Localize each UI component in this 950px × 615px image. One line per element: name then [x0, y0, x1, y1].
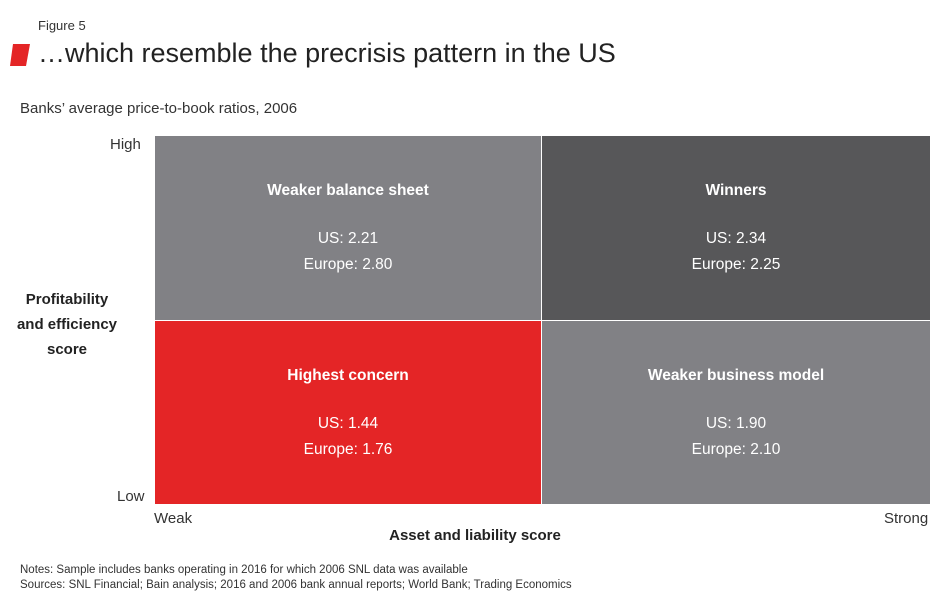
quadrant-name: Weaker balance sheet — [267, 182, 429, 199]
chart-subtitle: Banks’ average price-to-book ratios, 200… — [20, 100, 298, 117]
quadrant-us-value: US: 1.44 — [317, 415, 379, 432]
quadrant-europe-value: Europe: 2.80 — [303, 256, 393, 273]
quadrant-europe-value: Europe: 2.10 — [691, 441, 781, 458]
y-tick-low: Low — [117, 488, 145, 505]
x-tick-weak: Weak — [154, 510, 193, 527]
y-axis-label-line-2: and efficiency — [16, 316, 118, 333]
notes-line: Notes: Sample includes banks operating i… — [20, 564, 468, 576]
quadrant-weaker-business-model: Weaker business model US: 1.90 Europe: 2… — [542, 321, 930, 504]
quadrant-grid: Weaker balance sheet US: 2.21 Europe: 2.… — [155, 136, 930, 504]
quadrant-us-value: US: 2.21 — [317, 230, 379, 247]
quadrant-europe-value: Europe: 2.25 — [691, 256, 781, 273]
y-axis-label-line-3: score — [46, 341, 88, 358]
quadrant-us-value: US: 1.90 — [705, 415, 767, 432]
y-axis-label: Profitability and efficiency score — [8, 287, 126, 362]
quadrant-winners: Winners US: 2.34 Europe: 2.25 — [542, 136, 930, 320]
chart-notes: Notes: Sample includes banks operating i… — [20, 563, 572, 593]
chart-title: …which resemble the precrisis pattern in… — [38, 38, 616, 68]
x-tick-strong: Strong — [884, 510, 929, 527]
title-marker-icon — [10, 44, 30, 66]
quadrant-name: Weaker business model — [647, 367, 825, 384]
x-axis-label: Asset and liability score — [389, 527, 561, 544]
quadrant-us-value: US: 2.34 — [705, 230, 767, 247]
quadrant-name: Winners — [705, 182, 767, 199]
sources-line: Sources: SNL Financial; Bain analysis; 2… — [20, 579, 572, 591]
quadrant-highest-concern: Highest concern US: 1.44 Europe: 1.76 — [155, 321, 541, 504]
y-axis-label-line-1: Profitability — [25, 291, 109, 308]
figure-label: Figure 5 — [38, 18, 86, 33]
quadrant-europe-value: Europe: 1.76 — [303, 441, 393, 458]
quadrant-weaker-balance-sheet: Weaker balance sheet US: 2.21 Europe: 2.… — [155, 136, 541, 320]
quadrant-name: Highest concern — [287, 367, 409, 384]
y-tick-high: High — [110, 136, 141, 153]
